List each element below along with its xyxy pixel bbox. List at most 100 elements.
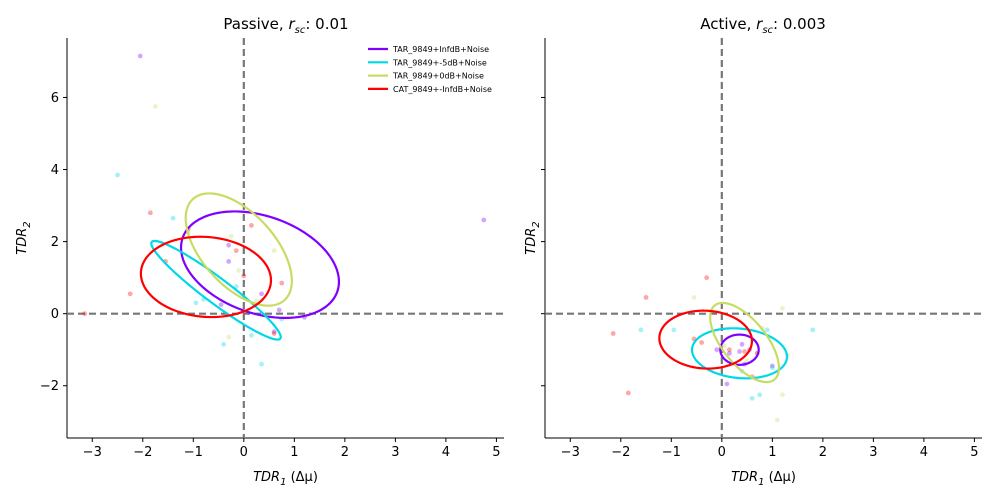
y-axis-label: TDR2 [15, 221, 33, 254]
y-tick-label: −2 [40, 379, 59, 394]
data-point [259, 291, 264, 297]
y-tick-label: 2 [51, 235, 59, 250]
x-tick-label: −2 [133, 445, 152, 460]
legend-label: TAR_9849+0dB+Noise [392, 72, 484, 81]
x-tick-label: 0 [240, 445, 248, 460]
x-tick-label: 1 [290, 445, 298, 460]
data-point [699, 340, 705, 345]
data-point [704, 275, 710, 281]
series-ellipse [658, 309, 754, 370]
x-axis-label: TDR1 (Δμ) [731, 470, 796, 488]
data-point [737, 349, 742, 354]
data-point [233, 248, 239, 254]
series-ellipse [139, 235, 273, 319]
chart-title: Passive, rsc: 0.01 [223, 15, 348, 36]
data-point [82, 311, 88, 317]
data-point [271, 329, 277, 335]
data-point [228, 233, 234, 239]
x-tick-label: 1 [768, 445, 776, 460]
x-tick-label: 5 [970, 445, 978, 460]
x-tick-label: −3 [83, 445, 102, 460]
y-tick-label: 6 [51, 91, 59, 106]
data-point [691, 295, 697, 300]
chart-passive: Passive, rsc: 0.01 −3 −2 −1 0 1 2 3 4 5 −2 0 2 4 6 TDR… [15, 15, 504, 488]
data-point [259, 361, 264, 367]
data-point [254, 298, 259, 304]
data-point [742, 349, 747, 354]
data-point [780, 392, 785, 398]
data-point [248, 222, 254, 228]
data-point [774, 417, 780, 423]
data-point [153, 104, 158, 109]
data-point [749, 395, 755, 401]
data-point [115, 172, 120, 178]
data-point [769, 363, 775, 369]
legend-label: CAT_9849+-InfdB+Noise [393, 85, 492, 94]
x-tick-label: −1 [184, 445, 203, 460]
series-ellipse [179, 210, 341, 319]
legend-label: TAR_9849+InfdB+Noise [392, 45, 489, 54]
data-point [271, 331, 277, 336]
series-ellipse [184, 192, 293, 307]
data-point [625, 390, 631, 396]
data-point [764, 327, 770, 333]
data-point [193, 300, 199, 306]
y-tick-label: 4 [51, 163, 59, 178]
data-point [610, 331, 616, 336]
x-tick-label: 2 [341, 445, 349, 460]
data-point [671, 327, 677, 333]
data-point [170, 215, 176, 221]
data-point [714, 347, 720, 353]
chart-active: Active, rsc: 0.003 −3 −2 −1 0 1 2 3 4 5 TDR1 (Δμ)… [524, 15, 982, 488]
data-point [724, 381, 730, 387]
data-point [137, 53, 143, 59]
data-point [744, 358, 750, 363]
data-point [739, 341, 745, 347]
x-tick-label: 0 [718, 445, 726, 460]
series-ellipse [709, 301, 781, 384]
plot-area: −3 −2 −1 0 1 2 3 4 5 TDR1 (Δμ) TDR2 [524, 38, 982, 488]
data-point [147, 210, 153, 216]
data-point [226, 242, 232, 248]
data-point [218, 302, 224, 308]
data-point [780, 305, 785, 311]
series-ellipse [719, 333, 760, 366]
data-point [236, 268, 242, 273]
x-tick-label: −2 [611, 445, 630, 460]
data-point [638, 327, 644, 333]
data-point [757, 392, 763, 398]
data-point [248, 332, 254, 338]
chart-title: Active, rsc: 0.003 [700, 15, 826, 36]
x-tick-label: 3 [391, 445, 399, 460]
data-point [127, 291, 133, 297]
data-point [726, 347, 732, 353]
data-point [271, 248, 277, 254]
series-ellipse [690, 327, 789, 380]
x-axis-label: TDR1 (Δμ) [253, 470, 318, 488]
legend: TAR_9849+InfdB+Noise TAR_9849+-5dB+Noise T… [368, 45, 492, 94]
data-point [810, 327, 816, 333]
series-ellipse [150, 239, 282, 341]
data-point [721, 343, 727, 349]
x-tick-label: −1 [662, 445, 681, 460]
y-tick-label: 0 [51, 307, 59, 322]
data-point [643, 295, 649, 300]
data-point [279, 280, 285, 286]
data-point [726, 350, 732, 356]
legend-label: TAR_9849+-5dB+Noise [392, 58, 487, 67]
y-axis-label: TDR2 [524, 221, 542, 254]
x-tick-label: 2 [819, 445, 827, 460]
plot-area: −3 −2 −1 0 1 2 3 4 5 −2 0 2 4 6 TDR1 (Δμ) TDR2 TAR_9849+… [15, 38, 504, 488]
x-tick-label: −3 [561, 445, 580, 460]
data-point [241, 273, 247, 279]
data-point [276, 307, 282, 313]
data-point [481, 217, 487, 223]
data-point [221, 341, 227, 347]
data-point [769, 365, 775, 371]
x-tick-label: 5 [492, 445, 500, 460]
x-tick-label: 4 [920, 445, 928, 460]
data-point [226, 259, 232, 264]
x-tick-label: 4 [442, 445, 450, 460]
x-tick-label: 3 [869, 445, 877, 460]
